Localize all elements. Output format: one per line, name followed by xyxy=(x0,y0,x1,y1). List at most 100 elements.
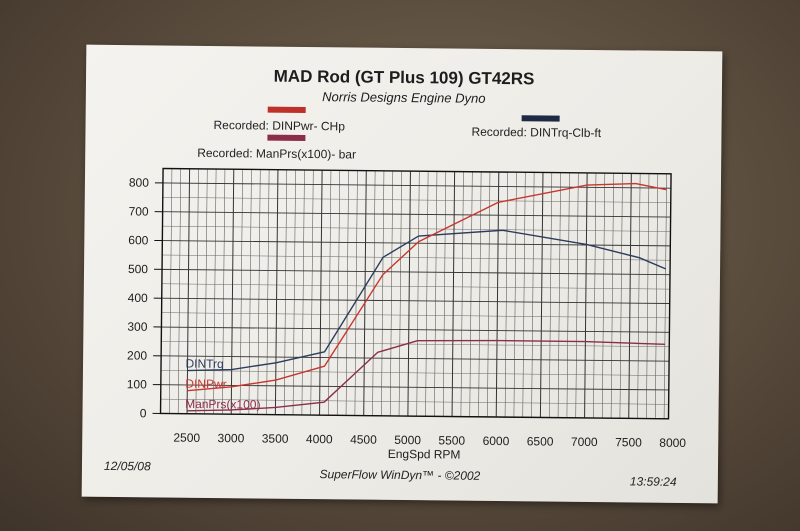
grid-line-minor-x xyxy=(513,172,517,418)
grid-line-minor-y xyxy=(161,283,670,290)
series-labels: DINTrq DINPwr ManPrs(x100) xyxy=(185,357,261,412)
x-tick-label: 5000 xyxy=(394,433,421,447)
grid-line-minor-x xyxy=(416,171,420,417)
grid-line-major-x xyxy=(495,172,500,417)
y-tick-label: 100 xyxy=(127,377,147,391)
y-tick-label: 300 xyxy=(127,320,147,334)
grid-line-minor-x xyxy=(381,170,385,416)
x-axis-label: EngSpd RPM xyxy=(388,447,461,462)
x-tick-label: 3500 xyxy=(262,432,289,446)
grid-line-minor-x xyxy=(398,170,402,416)
grid-line-major-x xyxy=(230,169,235,415)
grid-line-minor-x xyxy=(654,173,659,419)
grid-line-minor-x xyxy=(566,172,570,418)
grid-line-minor-x xyxy=(593,173,597,419)
grid-line-minor-x xyxy=(283,169,288,415)
grid-line-minor-y xyxy=(160,398,669,405)
grid-line-major-y xyxy=(162,268,671,276)
x-tick-label: 4500 xyxy=(350,432,377,446)
grid-line-minor-x xyxy=(239,169,243,415)
series-label-0: DINTrq xyxy=(185,357,223,371)
grid-line-minor-x xyxy=(213,169,217,415)
grid-line-minor-x xyxy=(531,172,535,418)
y-axis-ticks: 0 100 200 300 400 500 600 700 800 xyxy=(127,176,163,420)
grid-line-minor-x xyxy=(328,170,332,416)
grid-line-minor-x xyxy=(248,169,252,415)
grid-line-minor-x xyxy=(522,172,526,418)
grid-line-minor-x xyxy=(601,173,606,419)
grid-line-major-x xyxy=(628,173,632,419)
grid-line-minor-y xyxy=(162,197,671,203)
grid-line-major-x xyxy=(539,172,544,418)
grid-line-minor-x xyxy=(434,171,438,417)
grid-line-major-x xyxy=(186,168,191,414)
series-label-2: ManPrs(x100) xyxy=(185,397,261,412)
grid-major xyxy=(160,168,671,420)
grid-line-major-y xyxy=(162,182,671,189)
grid-line-minor-x xyxy=(177,168,182,414)
grid-line-major-y xyxy=(161,326,670,333)
dyno-printout: MAD Rod (GT Plus 109) GT42RS Norris Desi… xyxy=(81,44,723,504)
grid-minor xyxy=(160,168,672,419)
print-time: 13:59:24 xyxy=(629,474,677,489)
grid-line-minor-y xyxy=(161,341,670,347)
grid-line-major-x xyxy=(363,170,367,416)
grid-line-major-y xyxy=(161,355,670,362)
grid-line-major-y xyxy=(160,384,669,391)
series-line-0 xyxy=(187,229,666,372)
grid-line-minor-x xyxy=(557,172,561,418)
x-tick-label: 4000 xyxy=(306,432,333,446)
grid-line-major-x xyxy=(407,171,411,417)
grid-line-minor-x xyxy=(292,169,296,415)
grid-line-minor-y xyxy=(161,312,670,319)
grid-line-minor-x xyxy=(389,170,394,416)
grid-line-minor-x xyxy=(336,170,341,416)
x-tick-label: 7000 xyxy=(571,435,598,449)
grid-line-minor-x xyxy=(372,170,376,416)
x-tick-label: 7500 xyxy=(615,435,642,449)
grid-line-minor-x xyxy=(425,171,429,417)
grid-line-major-x xyxy=(319,170,323,416)
y-tick-label: 700 xyxy=(129,204,149,218)
grid-line-minor-x xyxy=(469,171,473,417)
series-line-2 xyxy=(187,339,665,412)
grid-line-minor-x xyxy=(487,171,491,417)
grid-line-minor-x xyxy=(548,172,553,418)
series-line-1 xyxy=(187,182,667,392)
grid-line-minor-x xyxy=(310,170,314,416)
grid-line-minor-x xyxy=(204,168,208,414)
x-tick-label: 8000 xyxy=(659,436,686,450)
grid-line-minor-x xyxy=(222,169,226,415)
y-tick-label: 200 xyxy=(127,348,147,362)
grid-line-minor-x xyxy=(504,172,508,418)
grid-line-major-y xyxy=(162,211,671,218)
x-tick-label: 2500 xyxy=(173,431,200,445)
grid-line-minor-y xyxy=(162,254,671,261)
y-tick-label: 400 xyxy=(128,291,148,305)
dyno-chart: 0 100 200 300 400 500 600 700 800 2500 3000 3500 40… xyxy=(127,167,686,462)
y-tick-label: 500 xyxy=(128,262,148,276)
grid-line-minor-x xyxy=(637,173,641,419)
grid-line-minor-x xyxy=(442,171,447,417)
grid-line-minor-y xyxy=(160,369,669,376)
grid-line-minor-x xyxy=(663,173,667,419)
x-tick-label: 6000 xyxy=(483,434,510,448)
grid-line-minor-x xyxy=(354,170,358,416)
grid-line-minor-x xyxy=(478,171,482,417)
grid-line-minor-y xyxy=(162,225,671,232)
y-tick-label: 800 xyxy=(129,176,149,190)
series-label-1: DINPwr xyxy=(185,377,226,391)
grid-line-minor-x xyxy=(266,169,270,415)
grid-line-major-x xyxy=(274,169,279,415)
x-tick-label: 6500 xyxy=(527,434,554,448)
y-tick-label: 600 xyxy=(128,233,148,247)
grid-line-minor-x xyxy=(345,170,349,416)
x-tick-label: 5500 xyxy=(438,433,465,447)
grid-line-minor-x xyxy=(460,171,464,417)
grid-line-minor-x xyxy=(169,168,173,414)
grid-line-minor-x xyxy=(610,173,614,419)
grid-line-minor-x xyxy=(301,169,305,415)
x-axis-ticks: 2500 3000 3500 4000 4500 5000 5500 6000 6500 7000… xyxy=(173,431,686,450)
grid-line-minor-x xyxy=(575,172,579,418)
plot-frame xyxy=(159,167,672,420)
